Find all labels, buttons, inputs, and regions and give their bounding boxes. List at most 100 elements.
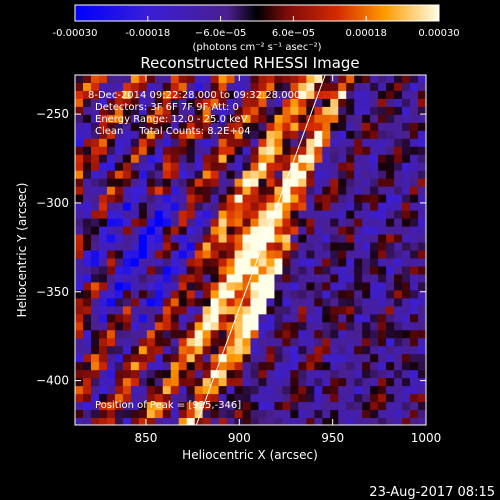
heatmap-cell [98,82,108,92]
heatmap-cell [186,298,196,307]
heatmap-cell [202,186,212,196]
heatmap-cell [154,82,164,92]
heatmap-cell [146,258,156,268]
heatmap-cell [290,258,299,268]
heatmap-cell [82,266,92,276]
heatmap-cell [122,122,132,132]
heatmap-cell [106,314,116,323]
heatmap-cell [378,106,387,116]
heatmap-cell [75,178,84,188]
heatmap-cell [75,290,84,299]
heatmap-cell [138,242,148,252]
heatmap-cell [106,178,116,188]
heatmap-cell [75,266,84,276]
heatmap-cell [290,178,299,188]
heatmap-cell [154,410,164,419]
heatmap-cell [234,170,244,180]
heatmap-cell [202,290,212,299]
heatmap-cell [146,378,156,387]
heatmap-cell [122,314,132,323]
heatmap-cell [266,146,276,156]
heatmap-cell [346,362,355,371]
heatmap-cell [330,130,339,140]
heatmap-cell [234,282,244,291]
heatmap-cell [354,146,363,156]
heatmap-cell [282,122,291,132]
heatmap-cell [266,418,276,425]
heatmap-cell [162,106,172,116]
heatmap-cell [122,154,132,164]
heatmap-cell [402,210,411,220]
heatmap-cell [242,194,252,204]
heatmap-cell [274,130,284,140]
heatmap-cell [394,298,403,307]
heatmap-cell [402,282,411,291]
heatmap-cell [346,282,355,291]
heatmap-cell [82,90,92,100]
heatmap-cell [138,130,148,140]
heatmap-cell [90,282,100,291]
heatmap-cell [322,138,331,148]
heatmap-cell [146,75,156,84]
heatmap-cell [82,82,92,92]
heatmap-cell [170,274,180,284]
heatmap-cell [114,266,124,276]
heatmap-cell [370,386,379,395]
heatmap-cell [122,170,132,180]
heatmap-cell [274,210,284,220]
heatmap-cell [322,338,331,347]
heatmap-cell [242,370,252,379]
heatmap-cell [242,402,252,411]
heatmap-cell [266,170,276,180]
heatmap-cell [378,90,387,100]
heatmap-cell [90,354,100,363]
heatmap-cell [322,282,331,291]
heatmap-cell [306,386,315,395]
heatmap-cell [386,362,395,371]
heatmap-cell [394,154,403,164]
heatmap-cell [354,98,363,108]
heatmap-cell [226,178,236,188]
heatmap-cell [154,98,164,108]
heatmap-cell [274,114,284,124]
heatmap-cell [138,258,148,268]
heatmap-cell [218,82,228,92]
heatmap-cell [386,202,395,212]
heatmap-cell [410,194,419,204]
heatmap-cell [338,394,347,403]
heatmap-cell [186,266,196,276]
heatmap-cell [250,378,260,387]
heatmap-cell [202,106,212,116]
heatmap-cell [218,162,228,172]
heatmap-cell [75,274,84,284]
heatmap-cell [370,258,379,268]
heatmap-cell [354,114,363,124]
heatmap-cell [218,250,228,260]
heatmap-cell [354,290,363,299]
heatmap-cell [418,154,426,164]
heatmap-cell [274,282,284,291]
heatmap-cell [338,386,347,395]
heatmap-cell [290,354,299,363]
heatmap-cell [194,122,204,132]
heatmap-cell [306,162,315,172]
heatmap-cell [162,186,172,196]
heatmap-cell [138,75,148,84]
heatmap-cell [170,98,180,108]
heatmap-cell [202,114,212,124]
heatmap-cell [98,106,108,116]
heatmap-cell [218,282,228,291]
heatmap-cell [354,82,363,92]
heatmap-cell [178,106,188,116]
heatmap-cell [82,330,92,339]
heatmap-cell [178,226,188,236]
heatmap-cell [154,362,164,371]
heatmap-cell [186,106,196,116]
heatmap-cell [410,362,419,371]
heatmap-cell [290,322,299,331]
heatmap-cell [330,266,339,276]
heatmap-cell [186,338,196,347]
heatmap-cell [322,234,331,244]
heatmap-cell [362,162,371,172]
heatmap-cell [226,282,236,291]
